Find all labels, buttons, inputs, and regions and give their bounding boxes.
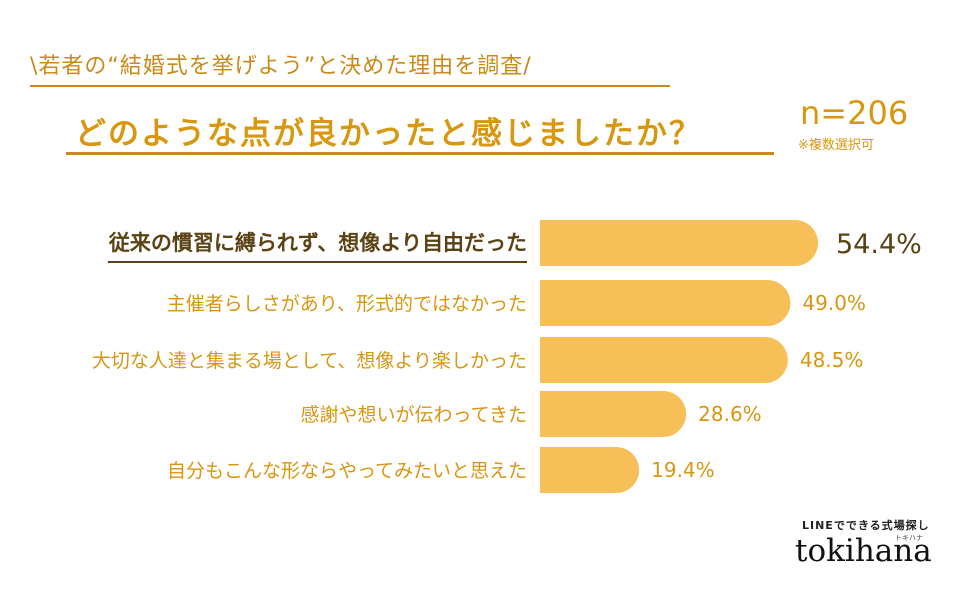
value-label-2: 49.0% [802, 291, 866, 315]
bar-1 [540, 220, 818, 266]
multiple-choice-note: ※複数選択可 [798, 138, 874, 153]
subtitle-underline [30, 85, 670, 87]
highlight-underline [107, 261, 527, 263]
survey-subtitle: \若者の“結婚式を挙げよう”と決めた理由を調査/ [30, 54, 532, 79]
value-label-1: 54.4% [836, 229, 922, 260]
category-label-1: 従来の慣習に縛られず、想像より自由だった [108, 231, 527, 255]
category-label-3: 大切な人達と集まる場として、想像より楽しかった [92, 350, 527, 372]
chart-title: どのような点が良かったと感じましたか？ [75, 116, 702, 152]
value-label-5: 19.4% [651, 458, 715, 482]
category-label-4: 感謝や想いが伝わってきた [301, 404, 527, 426]
brand-tagline: LINEでできる式場探し [802, 519, 930, 532]
bar-4 [540, 391, 687, 437]
tokihana-logo: tokihana [795, 533, 932, 569]
category-label-2: 主催者らしさがあり、形式的ではなかった [167, 293, 527, 315]
value-label-3: 48.5% [800, 348, 864, 372]
title-underline [66, 152, 774, 155]
brand-katakana: トキハナ [895, 534, 923, 542]
bar-2 [540, 280, 791, 326]
category-label-5: 自分もこんな形ならやってみたいと思えた [167, 460, 527, 482]
value-label-4: 28.6% [698, 402, 762, 426]
sample-size: n=206 [800, 94, 909, 132]
bar-3 [540, 337, 788, 383]
bar-5 [540, 447, 640, 494]
